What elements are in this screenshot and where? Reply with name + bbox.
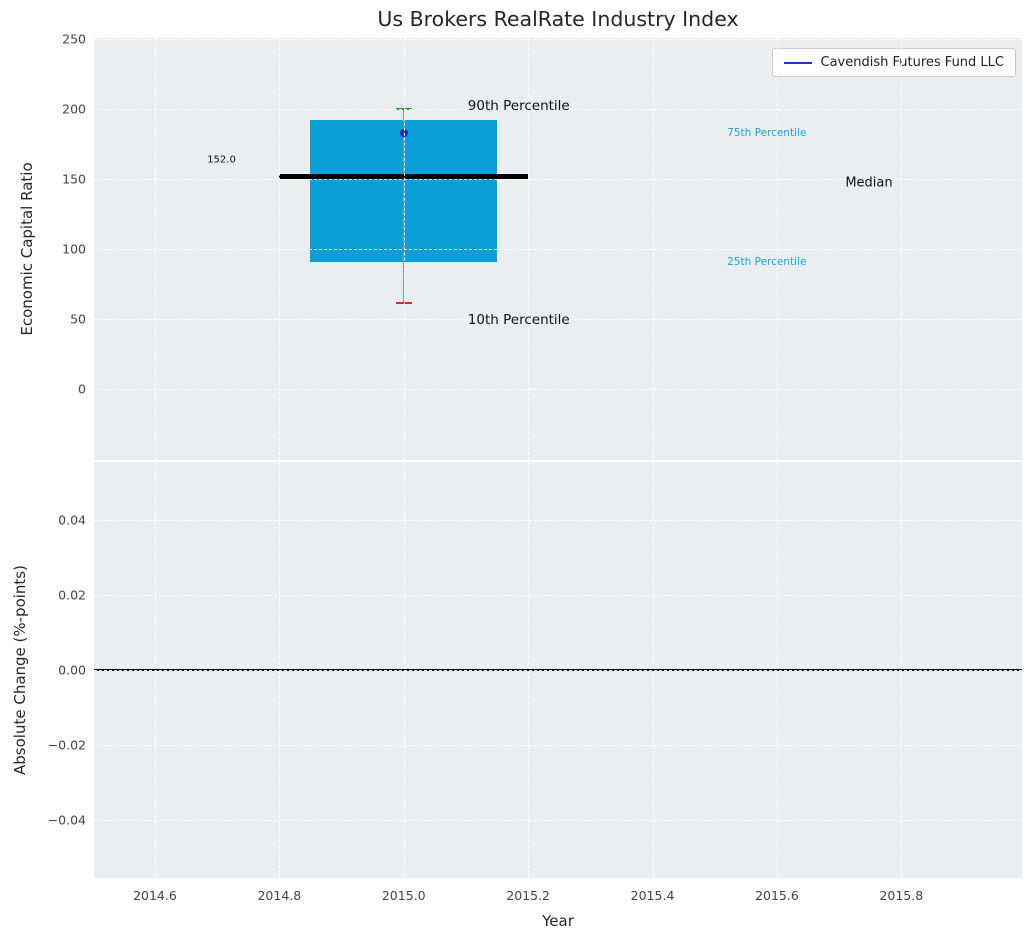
annotation-p75: 75th Percentile [727, 127, 807, 140]
y-tick-label: 100 [62, 241, 86, 257]
annotation-p90: 90th Percentile [467, 98, 570, 115]
x-tick-label: 2015.2 [506, 888, 551, 903]
y-tick-label: 250 [62, 31, 86, 47]
annotation-median-value: 152.0 [207, 154, 236, 166]
legend-label: Cavendish Futures Fund LLC [820, 55, 1004, 70]
gridline-horizontal [94, 39, 1022, 41]
y-tick-label: 150 [62, 171, 86, 187]
legend-line-sample [783, 61, 812, 64]
x-tick-label: 2015.4 [630, 888, 675, 903]
y-tick-label: 0.04 [58, 512, 86, 528]
y-tick-label: 0 [78, 381, 86, 397]
gridline-horizontal [94, 109, 1022, 111]
x-tick-label: 2015.6 [755, 888, 799, 903]
chart-title: Us Brokers RealRate Industry Index [377, 7, 739, 31]
x-tick-label: 2014.6 [133, 888, 177, 903]
x-tick-label: 2014.8 [257, 888, 302, 903]
gridline-horizontal [94, 744, 1022, 746]
gridline-horizontal [94, 670, 1022, 671]
annotation-p25: 25th Percentile [727, 255, 807, 268]
gridline-horizontal [94, 179, 1022, 181]
gridline-horizontal [94, 318, 1022, 320]
y-tick-label: −0.02 [47, 737, 86, 753]
x-tick-label: 2015.0 [381, 888, 426, 903]
gridline-horizontal [94, 520, 1022, 522]
bottom-plot-area [94, 462, 1022, 878]
y-tick-label: 0.00 [58, 662, 86, 678]
gridline-horizontal [94, 249, 1022, 250]
x-tick-label: 2015.8 [879, 888, 924, 903]
x-axis-label: Year [542, 912, 574, 930]
gridline-horizontal [94, 595, 1022, 597]
gridline-horizontal [94, 388, 1022, 390]
y-tick-label: −0.04 [47, 812, 86, 828]
legend: Cavendish Futures Fund LLC [771, 48, 1016, 77]
gridline-horizontal [94, 819, 1022, 821]
y-tick-label: 0.02 [58, 587, 86, 603]
y-tick-label: 200 [62, 101, 86, 117]
top-plot-area: Cavendish Futures Fund LLC 152.0 90th Per… [94, 38, 1022, 460]
y-tick-label: 50 [70, 311, 86, 327]
annotation-p10: 10th Percentile [467, 312, 570, 329]
annotation-median: Median [845, 175, 893, 191]
